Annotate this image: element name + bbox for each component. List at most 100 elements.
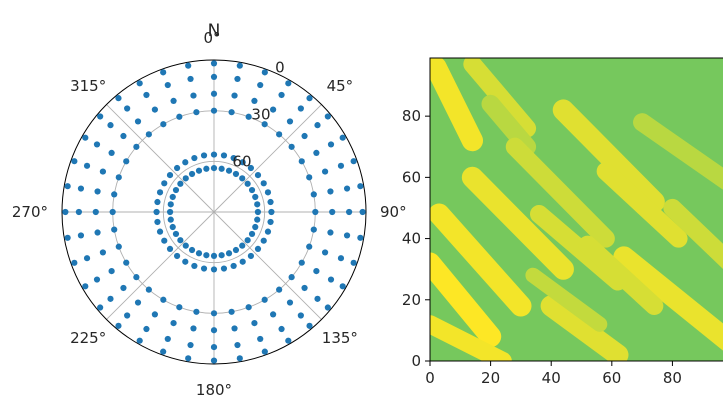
scatter-point xyxy=(276,286,283,293)
heatmap-axes: 0 20 40 60 80 0 20 40 60 80 xyxy=(402,57,723,387)
scatter-point xyxy=(160,121,167,128)
theta-tick-label: 225° xyxy=(70,329,106,347)
scatter-point xyxy=(94,188,101,195)
theta-tick-label: 0° xyxy=(203,29,220,47)
polar-grid-spoke xyxy=(106,211,215,320)
scatter-point xyxy=(107,295,114,302)
scatter-point xyxy=(252,223,259,231)
scatter-point xyxy=(270,106,277,113)
scatter-point xyxy=(231,92,238,99)
y-tick-label: 80 xyxy=(402,107,421,125)
scatter-point xyxy=(203,252,210,259)
scatter-point xyxy=(161,180,168,187)
heatmap-stripe xyxy=(578,235,664,316)
scatter-point xyxy=(301,132,308,140)
scatter-point xyxy=(120,284,127,292)
scatter-point xyxy=(160,296,167,303)
scatter-point xyxy=(172,230,180,238)
scatter-point xyxy=(176,304,183,311)
scatter-point xyxy=(82,134,89,141)
scatter-point xyxy=(195,250,203,257)
scatter-point xyxy=(298,158,305,165)
polar-grid-spoke xyxy=(213,211,322,320)
north-label: N xyxy=(208,21,221,41)
scatter-point xyxy=(64,183,71,190)
scatter-point xyxy=(169,223,176,231)
x-tick-label: 20 xyxy=(481,369,500,387)
scatter-point xyxy=(306,174,313,181)
scatter-point xyxy=(133,274,140,281)
scatter-point xyxy=(357,234,364,241)
scatter-point xyxy=(210,164,218,172)
scatter-point xyxy=(108,268,115,275)
scatter-point xyxy=(77,185,85,192)
scatter-point xyxy=(301,284,308,292)
theta-tick-label: 90° xyxy=(380,203,407,221)
scatter-point xyxy=(193,308,200,315)
scatter-point xyxy=(190,92,197,99)
scatter-point xyxy=(187,341,194,349)
scatter-point xyxy=(185,62,192,69)
scatter-point xyxy=(232,170,240,178)
scatter-point xyxy=(286,299,294,306)
scatter-point xyxy=(252,193,259,201)
scatter-point xyxy=(82,283,89,290)
scatter-point xyxy=(278,325,285,333)
scatter-point xyxy=(182,258,189,265)
scatter-point xyxy=(260,237,267,244)
scatter-point xyxy=(191,154,198,162)
scatter-point xyxy=(111,226,118,233)
scatter-point xyxy=(314,295,321,302)
scatter-point xyxy=(286,118,294,125)
scatter-point xyxy=(124,105,131,112)
scatter-point xyxy=(261,296,268,303)
scatter-point xyxy=(261,121,268,128)
scatter-point xyxy=(248,230,256,238)
scatter-point xyxy=(264,228,272,235)
scatter-point xyxy=(239,159,246,166)
scatter-point xyxy=(99,168,107,175)
heatmap-stripe xyxy=(663,198,723,269)
heatmap-stripe xyxy=(430,315,512,361)
heatmap-stripe xyxy=(596,162,688,248)
scatter-point xyxy=(244,237,251,244)
y-tick-label: 40 xyxy=(402,230,421,248)
scatter-point xyxy=(107,122,114,129)
scatter-point xyxy=(210,252,218,260)
scatter-point xyxy=(310,226,317,233)
scatter-point xyxy=(188,246,196,254)
scatter-point xyxy=(339,283,346,290)
scatter-point xyxy=(285,80,292,87)
r-tick-label: 30 xyxy=(251,106,270,124)
scatter-point xyxy=(346,208,353,216)
scatter-point xyxy=(200,152,208,159)
scatter-point xyxy=(270,311,277,318)
scatter-point xyxy=(75,208,82,216)
heatmap-frame xyxy=(429,57,723,362)
scatter-point xyxy=(313,149,320,156)
scatter-point xyxy=(111,191,118,198)
scatter-point xyxy=(166,171,174,179)
scatter-point xyxy=(195,167,203,174)
scatter-point xyxy=(62,208,69,216)
scatter-point xyxy=(115,174,122,181)
scatter-point xyxy=(177,237,184,244)
scatter-point xyxy=(145,286,152,293)
scatter-point xyxy=(288,143,295,150)
scatter-point xyxy=(218,165,225,172)
scatter-point xyxy=(210,90,218,97)
scatter-point xyxy=(257,335,264,343)
scatter-point xyxy=(210,344,218,351)
scatter-point xyxy=(260,180,267,187)
scatter-point xyxy=(254,201,261,208)
scatter-point xyxy=(134,299,142,306)
scatter-point xyxy=(218,252,225,259)
scatter-point xyxy=(193,109,200,116)
scatter-point xyxy=(154,198,161,206)
scatter-point xyxy=(327,141,335,148)
scatter-point xyxy=(306,95,313,102)
heatmap-stripe xyxy=(430,203,532,317)
scatter-point xyxy=(134,118,142,125)
scatter-point xyxy=(172,186,180,194)
